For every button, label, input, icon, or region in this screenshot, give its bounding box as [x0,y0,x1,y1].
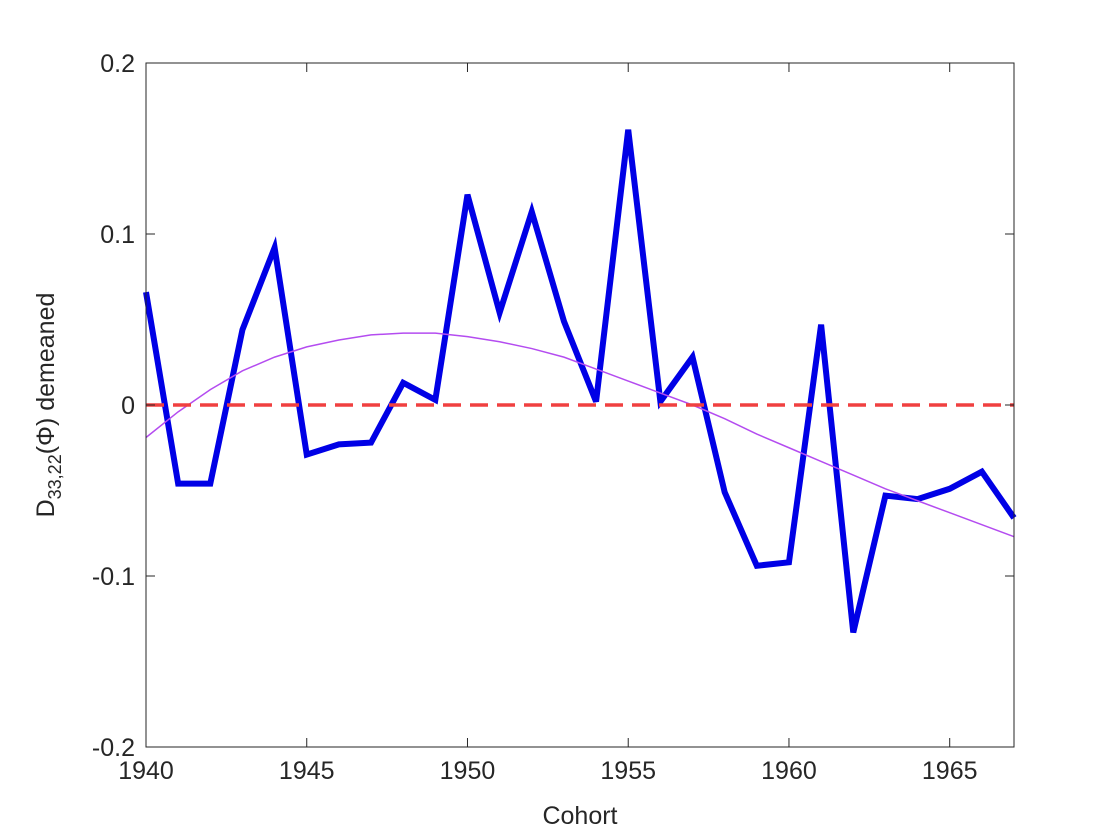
plot-lines [143,129,1017,634]
x-tick-label: 1965 [922,757,978,785]
x-axis: 1940 1945 1950 1955 1960 1965 [118,63,978,785]
y-axis-label-rest: (Φ) demeaned [32,293,60,455]
x-tick-label: 1960 [761,757,817,785]
x-tick-label: 1955 [600,757,656,785]
y-axis: -0.2 -0.1 0 0.1 0.2 [92,50,1014,762]
series-line-solid-thick [143,129,1017,634]
y-tick-label: -0.1 [92,563,135,591]
series-line-solid-thin [145,332,1015,538]
y-axis-label-subscript: 33,22 [45,454,65,499]
x-tick-label: 1950 [440,757,496,785]
y-axis-label-main: D [32,499,60,517]
x-tick-label: 1940 [118,757,174,785]
y-tick-label: 0 [121,392,135,420]
x-tick-label: 1945 [279,757,335,785]
y-axis-label: D33,22(Φ) demeaned [32,293,65,518]
y-tick-label: -0.2 [92,734,135,762]
y-tick-label: 0.2 [100,50,135,78]
x-axis-label: Cohort [542,802,617,830]
y-tick-label: 0.1 [100,221,135,249]
